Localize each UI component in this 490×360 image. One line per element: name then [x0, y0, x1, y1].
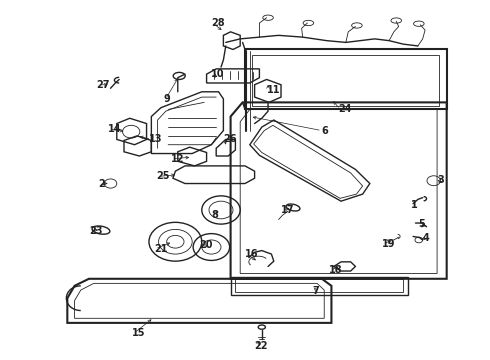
Text: 18: 18 [329, 265, 343, 275]
Text: 1: 1 [411, 200, 417, 210]
Text: 8: 8 [211, 210, 218, 220]
Text: 7: 7 [312, 286, 319, 296]
Text: 11: 11 [267, 85, 280, 95]
Text: 10: 10 [211, 69, 225, 79]
Text: 9: 9 [163, 94, 170, 104]
Text: 19: 19 [382, 239, 395, 248]
Text: 5: 5 [418, 219, 425, 229]
Text: 22: 22 [255, 341, 268, 351]
Text: 21: 21 [154, 244, 167, 254]
Text: 2: 2 [98, 179, 105, 189]
Text: 27: 27 [96, 80, 110, 90]
Text: 23: 23 [89, 226, 102, 236]
Text: 15: 15 [132, 328, 146, 338]
Text: 24: 24 [339, 104, 352, 114]
Text: 25: 25 [156, 171, 170, 181]
Text: 12: 12 [171, 154, 184, 164]
Text: 4: 4 [423, 233, 429, 243]
Text: 6: 6 [322, 126, 329, 136]
Text: 28: 28 [211, 18, 225, 28]
Text: 26: 26 [223, 134, 237, 144]
Text: 20: 20 [199, 240, 213, 250]
Text: 16: 16 [245, 249, 259, 259]
Text: 3: 3 [437, 175, 444, 185]
Text: 13: 13 [149, 134, 163, 144]
Text: 17: 17 [281, 205, 294, 215]
Text: 14: 14 [108, 124, 122, 134]
